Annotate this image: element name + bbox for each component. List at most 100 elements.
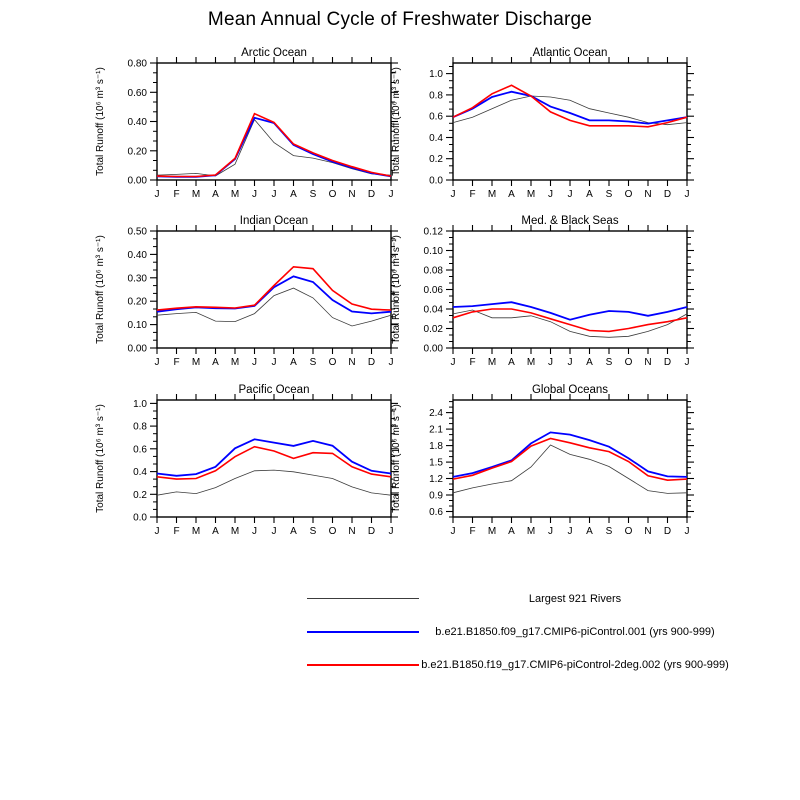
- legend-line-swatch-red: [307, 663, 419, 666]
- svg-text:1.2: 1.2: [429, 474, 443, 485]
- series-line-obs: [452, 444, 688, 494]
- legend: Largest 921 Rivers b.e21.B1850.f09_g17.C…: [307, 582, 731, 681]
- svg-text:0.0: 0.0: [133, 513, 147, 524]
- legend-item-picontrol-001: b.e21.B1850.f09_g17.CMIP6-piControl.001 …: [307, 615, 731, 648]
- figure-title: Mean Annual Cycle of Freshwater Discharg…: [207, 9, 593, 30]
- svg-text:1.0: 1.0: [429, 69, 443, 80]
- svg-text:F: F: [469, 526, 475, 537]
- series-lines: [156, 438, 392, 496]
- svg-text:0.20: 0.20: [128, 146, 148, 157]
- svg-text:S: S: [310, 189, 317, 200]
- series-line-f19: [452, 308, 688, 333]
- svg-text:M: M: [231, 189, 239, 200]
- panel-arctic-ocean: J F M A M J J A S O N D J 0.00 0.20 0.40 0.60 0.80 Arctic …: [87, 41, 411, 216]
- svg-text:1.5: 1.5: [429, 458, 443, 469]
- chart-arctic-ocean: J F M A M J J A S O N D J 0.00 0.20 0.40 0.60 0.80 Arctic …: [95, 47, 398, 200]
- svg-text:D: D: [368, 526, 375, 537]
- svg-text:F: F: [469, 357, 475, 368]
- chart-atlantic-ocean: J F M A M J J A S O N D J 0.0 0.2 0.4 0.6 0.8 1.0 Atlantic …: [391, 47, 694, 200]
- svg-text:A: A: [508, 526, 515, 537]
- panel-title: Indian Ocean: [240, 215, 308, 227]
- svg-text:J: J: [155, 357, 160, 368]
- y-axis-label: Total Runoff (10⁶ m³ s⁻¹): [95, 235, 106, 344]
- svg-text:0.0: 0.0: [429, 176, 443, 187]
- series-line-obs: [156, 469, 392, 496]
- svg-text:S: S: [606, 526, 613, 537]
- svg-text:J: J: [548, 189, 553, 200]
- svg-text:J: J: [155, 189, 160, 200]
- svg-text:F: F: [173, 189, 179, 200]
- series-lines: [156, 265, 392, 327]
- plot-frame: [452, 399, 688, 518]
- svg-text:J: J: [272, 357, 277, 368]
- panel-atlantic-ocean: J F M A M J J A S O N D J 0.0 0.2 0.4 0.6 0.8 1.0 Atlantic …: [383, 41, 707, 216]
- svg-text:2.1: 2.1: [429, 425, 443, 436]
- series-lines: [452, 301, 688, 338]
- svg-text:F: F: [173, 357, 179, 368]
- series-line-f19: [156, 112, 392, 178]
- series-line-f09: [452, 431, 688, 478]
- svg-text:A: A: [290, 526, 297, 537]
- svg-text:0.2: 0.2: [133, 490, 147, 501]
- svg-text:J: J: [252, 526, 257, 537]
- svg-text:J: J: [252, 189, 257, 200]
- legend-line-swatch-blue: [307, 630, 419, 633]
- svg-text:N: N: [644, 189, 651, 200]
- svg-text:1.0: 1.0: [133, 399, 147, 410]
- svg-text:O: O: [625, 189, 633, 200]
- series-line-f09: [452, 301, 688, 321]
- series-lines: [452, 431, 688, 494]
- svg-text:0.00: 0.00: [424, 344, 444, 355]
- y-axis-label: Total Runoff (10⁶ m³ s⁻¹): [95, 404, 106, 513]
- svg-text:0.6: 0.6: [429, 507, 443, 518]
- panel-title: Arctic Ocean: [241, 47, 307, 59]
- svg-text:M: M: [527, 189, 535, 200]
- svg-text:J: J: [389, 189, 394, 200]
- panel-med-black-seas: J F M A M J J A S O N D J 0.00 0.02 0.04 0.06 0.08 0.10 0.1…: [383, 209, 707, 384]
- svg-text:0.10: 0.10: [424, 246, 444, 257]
- svg-text:M: M: [231, 526, 239, 537]
- legend-item-largest-rivers: Largest 921 Rivers: [307, 582, 731, 615]
- y-axis: 0.0 0.2 0.4 0.6 0.8 1.0: [429, 66, 694, 187]
- y-axis-label: Total Runoff (10⁶ m³ s⁻¹): [391, 67, 402, 176]
- series-line-f09: [452, 90, 688, 125]
- panel-title: Pacific Ocean: [239, 384, 310, 396]
- y-axis: 0.00 0.20 0.40 0.60 0.80: [128, 59, 398, 187]
- svg-text:N: N: [644, 526, 651, 537]
- svg-text:M: M: [488, 357, 496, 368]
- svg-text:0.60: 0.60: [128, 88, 148, 99]
- svg-text:J: J: [155, 526, 160, 537]
- chart-global-oceans: J F M A M J J A S O N D J 0.6 0.9 1.2 1.5 1.8 2.1 2.4 Global…: [391, 384, 694, 537]
- svg-text:0.02: 0.02: [424, 324, 444, 335]
- series-lines: [156, 112, 392, 178]
- y-axis: 0.6 0.9 1.2 1.5 1.8 2.1 2.4: [429, 401, 694, 518]
- svg-text:J: J: [685, 357, 690, 368]
- svg-text:N: N: [644, 357, 651, 368]
- svg-text:0.08: 0.08: [424, 266, 444, 277]
- svg-text:A: A: [290, 189, 297, 200]
- svg-text:A: A: [586, 526, 593, 537]
- plot-frame: [156, 230, 392, 349]
- svg-text:0.50: 0.50: [128, 227, 148, 238]
- svg-text:M: M: [192, 526, 200, 537]
- svg-text:N: N: [348, 189, 355, 200]
- series-line-obs: [452, 309, 688, 338]
- svg-text:M: M: [231, 357, 239, 368]
- svg-text:0.00: 0.00: [128, 176, 148, 187]
- svg-text:0.30: 0.30: [128, 273, 148, 284]
- svg-text:0.8: 0.8: [429, 90, 443, 101]
- svg-text:J: J: [568, 357, 573, 368]
- panel-global-oceans: J F M A M J J A S O N D J 0.6 0.9 1.2 1.5 1.8 2.1 2.4 Global…: [383, 378, 707, 553]
- svg-text:0.06: 0.06: [424, 285, 444, 296]
- svg-text:0.40: 0.40: [128, 117, 148, 128]
- svg-text:J: J: [451, 526, 456, 537]
- svg-text:J: J: [389, 526, 394, 537]
- svg-text:S: S: [606, 357, 613, 368]
- svg-text:J: J: [685, 189, 690, 200]
- svg-text:0.12: 0.12: [424, 227, 444, 238]
- svg-text:M: M: [192, 189, 200, 200]
